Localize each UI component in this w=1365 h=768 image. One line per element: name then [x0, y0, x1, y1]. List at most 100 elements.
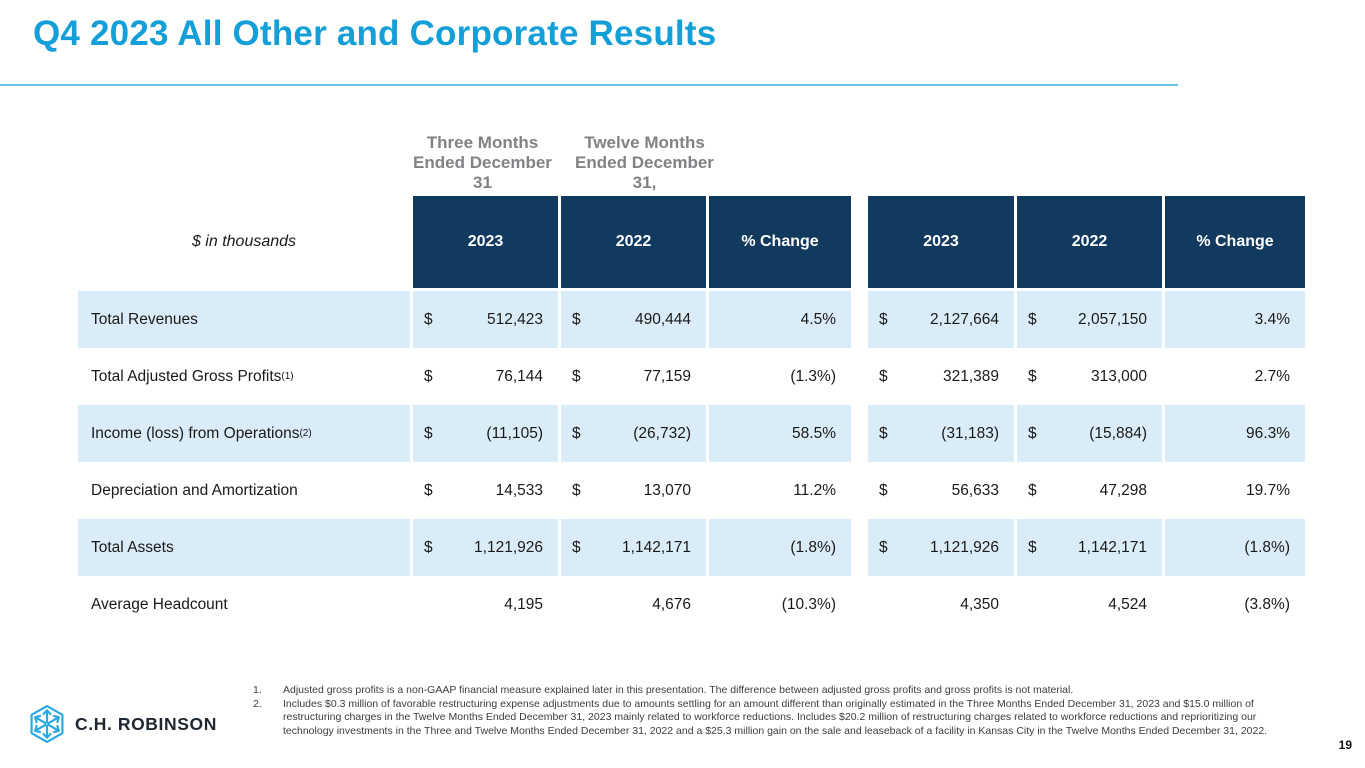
cell-tm-2023: $ (11,105)	[413, 405, 558, 462]
cell-twm-change: (3.8%)	[1165, 576, 1305, 633]
hexagon-snowflake-icon	[27, 702, 67, 746]
cell-twm-2023: $56,633	[868, 462, 1014, 519]
cell-twm-2022: $1,142,171	[1017, 519, 1162, 576]
cell-value: 2.7%	[1254, 367, 1290, 385]
cell-tm-change: (10.3%)	[709, 576, 851, 633]
cell-value: 1,142,171	[622, 538, 691, 556]
cell-twm-change: 96.3%	[1165, 405, 1305, 462]
cell-value: 14,533	[495, 481, 543, 499]
cell-value: 313,000	[1090, 367, 1147, 385]
cell-tm-2022: $490,444	[561, 291, 706, 348]
cell-twm-2022: $47,298	[1017, 462, 1162, 519]
table-row-income-from-operations: Income (loss) from Operations (2) $ (11,10…	[78, 405, 1305, 462]
cell-value: (26,732)	[633, 424, 691, 442]
cell-twm-2023: $ (31,183)	[868, 405, 1014, 462]
cell-tm-2023: $14,533	[413, 462, 558, 519]
cell-twm-2023: 4,350	[868, 576, 1014, 633]
table-row-adjusted-gross-profits: Total Adjusted Gross Profits (1) $76,144 …	[78, 348, 1305, 405]
cell-value: 512,423	[486, 310, 543, 328]
cell-value: 1,121,926	[930, 538, 999, 556]
currency-symbol: $	[879, 310, 888, 328]
cell-twm-2023: $2,127,664	[868, 291, 1014, 348]
cell-twm-2022: $313,000	[1017, 348, 1162, 405]
currency-symbol: $	[1028, 367, 1037, 385]
currency-symbol: $	[1028, 538, 1037, 556]
cell-value: 2,057,150	[1078, 310, 1147, 328]
units-label: $ in thousands	[191, 233, 297, 250]
cell-tm-change: (1.8%)	[709, 519, 851, 576]
currency-symbol: $	[1028, 424, 1037, 442]
cell-value: 19.7%	[1246, 481, 1290, 499]
cell-value: 321,389	[942, 367, 999, 385]
cell-value: 56,633	[951, 481, 999, 499]
cell-value: 77,159	[643, 367, 691, 385]
cell-value: 4,350	[960, 595, 999, 613]
cell-twm-change: 19.7%	[1165, 462, 1305, 519]
currency-symbol: $	[572, 424, 581, 442]
cell-twm-2022: $2,057,150	[1017, 291, 1162, 348]
currency-symbol: $	[1028, 310, 1037, 328]
cell-value: 13,070	[643, 481, 691, 499]
cell-value: 490,444	[634, 310, 691, 328]
cell-value: 4,676	[652, 595, 691, 613]
cell-tm-2023: $1,121,926	[413, 519, 558, 576]
table-row-total-assets: Total Assets $1,121,926 $1,142,171 (1.8%…	[78, 519, 1305, 576]
col-header-tm-change: % Change	[709, 196, 851, 288]
cell-twm-change: (1.8%)	[1165, 519, 1305, 576]
cell-tm-2022: $1,142,171	[561, 519, 706, 576]
cell-value: 47,298	[1099, 481, 1147, 499]
row-label: Total Assets	[78, 519, 410, 576]
currency-symbol: $	[424, 367, 433, 385]
row-label: Total Revenues	[78, 291, 410, 348]
cell-value: 58.5%	[792, 424, 836, 442]
cell-value: 1,121,926	[474, 538, 543, 556]
cell-value: 2,127,664	[930, 310, 999, 328]
cell-tm-change: 58.5%	[709, 405, 851, 462]
cell-twm-2022: 4,524	[1017, 576, 1162, 633]
cell-twm-2023: $321,389	[868, 348, 1014, 405]
footnotes: 1. Adjusted gross profits is a non-GAAP …	[253, 684, 1291, 739]
group-header-three-months: Three Months Ended December 31	[413, 133, 552, 192]
currency-symbol: $	[879, 538, 888, 556]
cell-value: 96.3%	[1246, 424, 1290, 442]
page-number: 19	[1338, 738, 1352, 752]
footnote-text: Adjusted gross profits is a non-GAAP fin…	[283, 684, 1074, 696]
cell-value: (10.3%)	[781, 595, 836, 613]
col-header-twm-2022: 2022	[1017, 196, 1162, 288]
cell-value: 76,144	[495, 367, 543, 385]
row-label: Total Adjusted Gross Profits (1)	[91, 367, 294, 385]
cell-value: 1,142,171	[1078, 538, 1147, 556]
footnote-text: Includes $0.3 million of favorable restr…	[283, 698, 1268, 737]
footnote-1: 1. Adjusted gross profits is a non-GAAP …	[253, 684, 1291, 697]
cell-value: (3.8%)	[1244, 595, 1290, 613]
cell-twm-change: 2.7%	[1165, 348, 1305, 405]
cell-tm-change: (1.3%)	[709, 348, 851, 405]
page-title: Q4 2023 All Other and Corporate Results	[33, 14, 717, 53]
col-header-tm-2022: 2022	[561, 196, 706, 288]
table-row-depreciation-amortization: Depreciation and Amortization $14,533 $1…	[78, 462, 1305, 519]
cell-value: 11.2%	[793, 481, 836, 499]
cell-tm-2022: $77,159	[561, 348, 706, 405]
currency-symbol: $	[572, 310, 581, 328]
cell-value: 4,195	[504, 595, 543, 613]
cell-twm-change: 3.4%	[1165, 291, 1305, 348]
currency-symbol: $	[879, 481, 888, 499]
row-label: Depreciation and Amortization	[91, 481, 298, 499]
col-header-twm-change: % Change	[1165, 196, 1305, 288]
currency-symbol: $	[572, 538, 581, 556]
cell-tm-2022: $ (26,732)	[561, 405, 706, 462]
cell-tm-2023: $512,423	[413, 291, 558, 348]
table-row-average-headcount: Average Headcount 4,195 4,676 (10.3%) 4,…	[78, 576, 1305, 633]
cell-tm-2023: $76,144	[413, 348, 558, 405]
cell-twm-2022: $ (15,884)	[1017, 405, 1162, 462]
cell-tm-change: 11.2%	[709, 462, 851, 519]
currency-symbol: $	[424, 424, 433, 442]
row-label: Income (loss) from Operations (2)	[78, 405, 410, 462]
financial-results-table: Three Months Ended December 31 Twelve Mo…	[78, 133, 1305, 633]
currency-symbol: $	[879, 424, 888, 442]
row-label: Average Headcount	[91, 595, 228, 613]
cell-value: 3.4%	[1254, 310, 1290, 328]
currency-symbol: $	[572, 481, 581, 499]
footnote-number: 1.	[253, 684, 262, 696]
col-header-tm-2023: 2023	[413, 196, 558, 288]
